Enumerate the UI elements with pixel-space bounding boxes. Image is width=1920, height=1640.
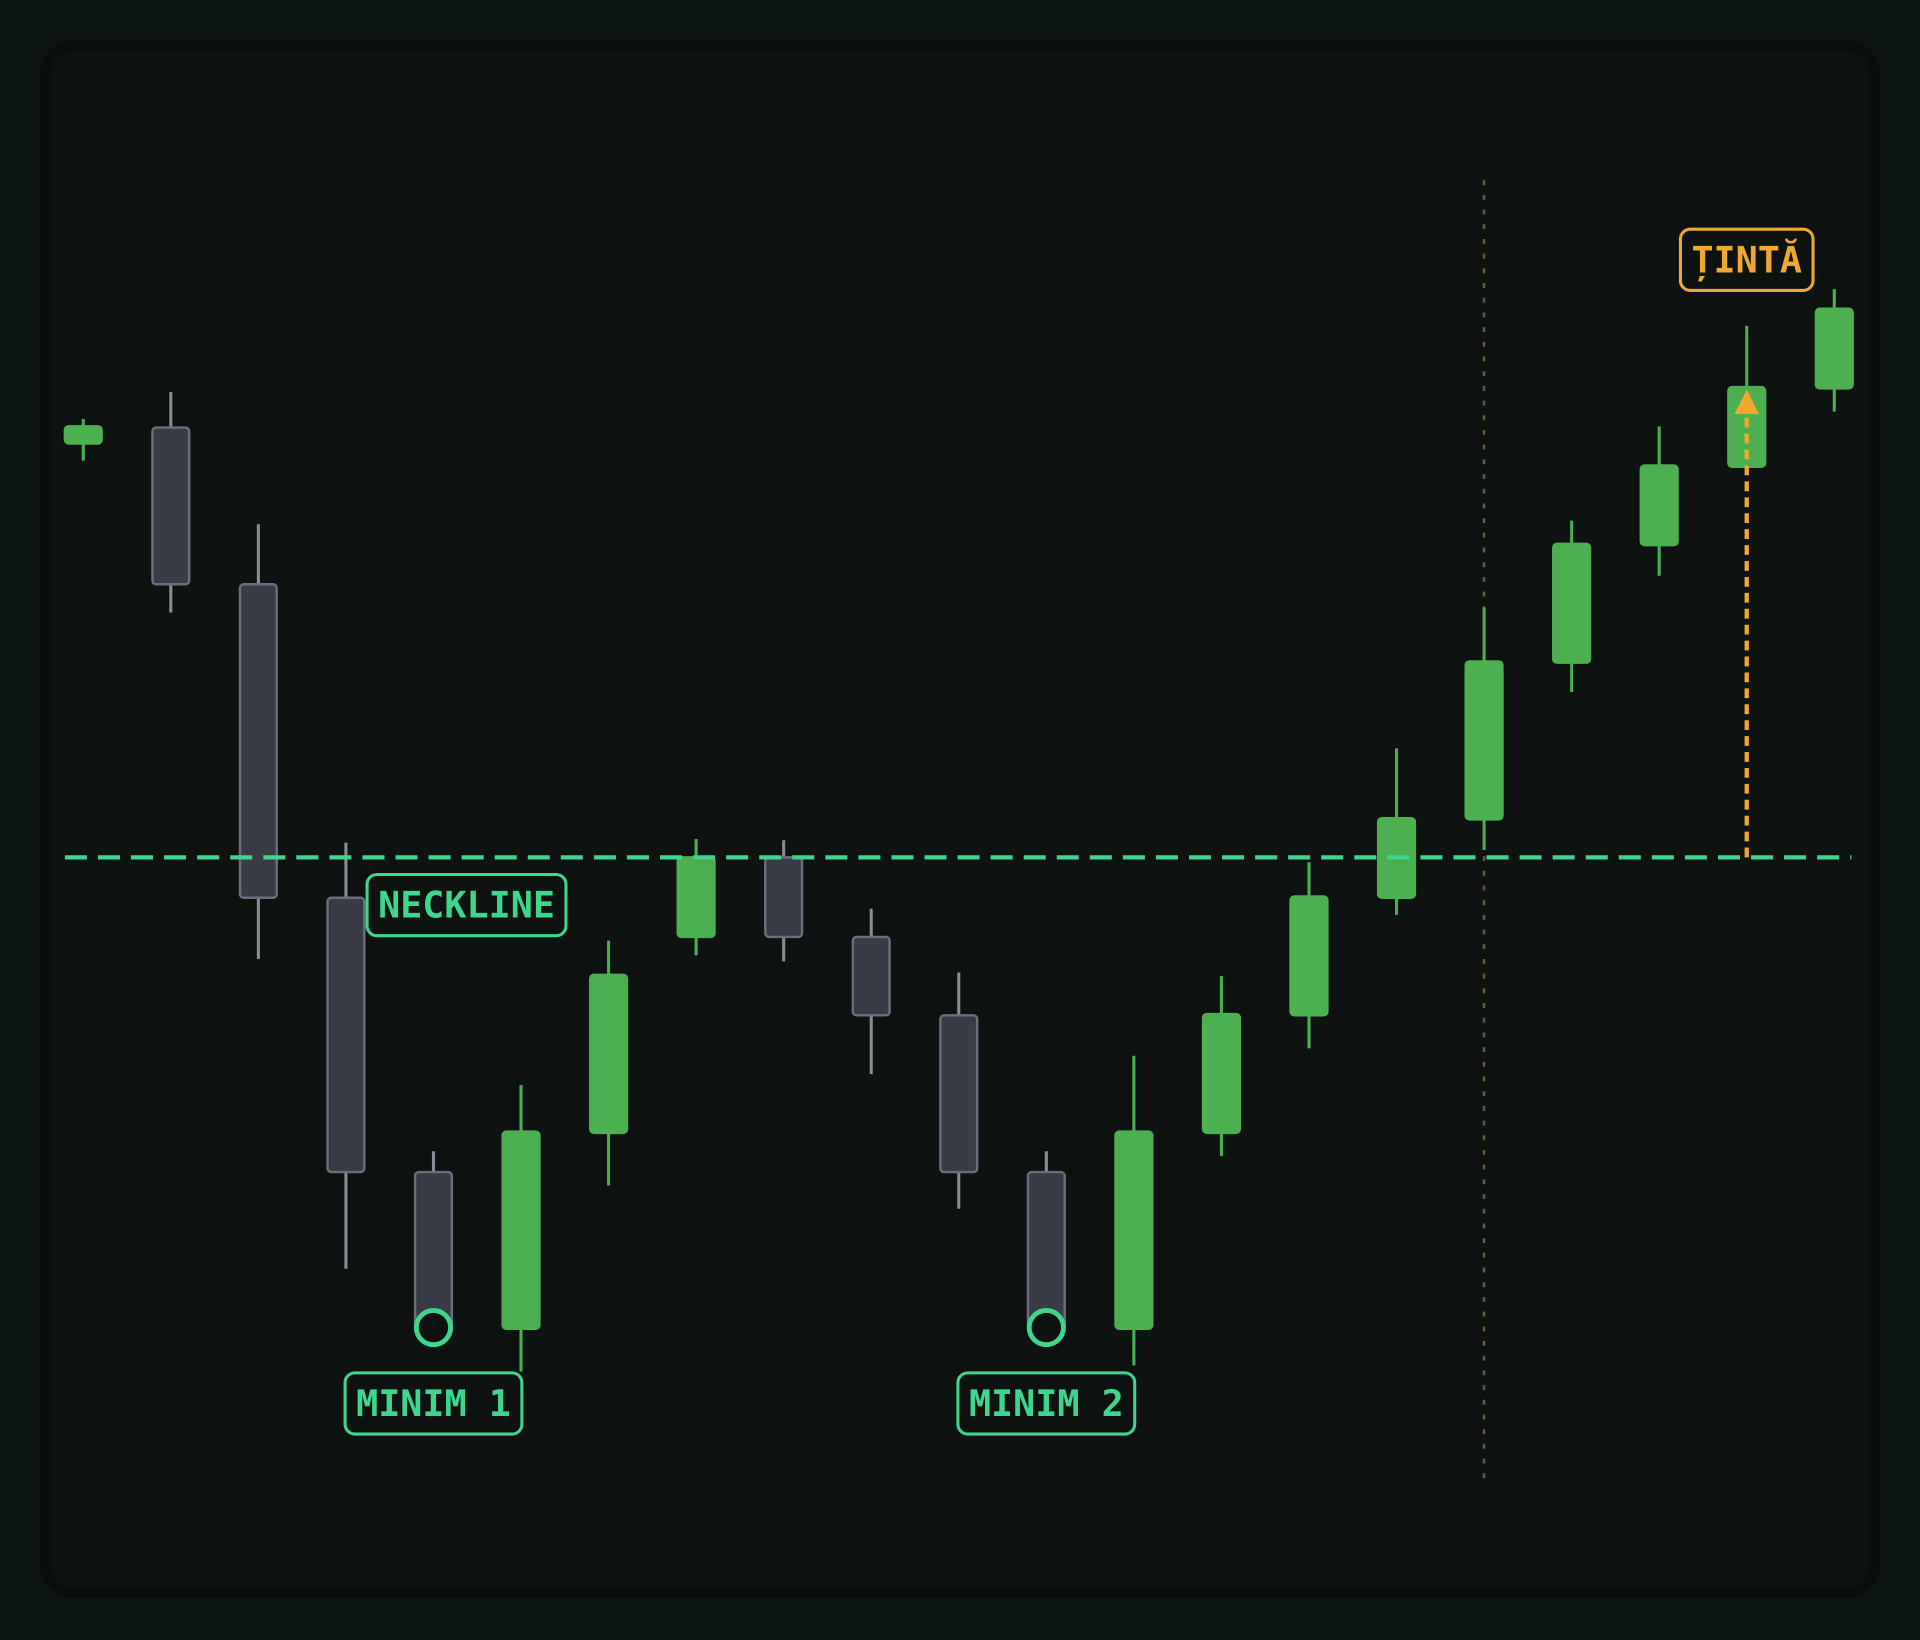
candle-body <box>1814 307 1854 390</box>
chart-panel <box>40 40 1880 1599</box>
annotation-label: NECKLINE <box>378 884 555 927</box>
candle-body <box>1289 895 1329 1017</box>
candle-body <box>63 425 103 445</box>
candle-body <box>1639 464 1679 547</box>
candle-body <box>1464 660 1504 821</box>
label-box <box>365 872 568 938</box>
label-box <box>956 1371 1137 1436</box>
annotation-label: MINIM 1 <box>356 1382 511 1425</box>
candle-body <box>326 896 366 1174</box>
candle-body <box>588 973 629 1135</box>
candle-body <box>764 856 804 939</box>
candle-body <box>1552 542 1592 664</box>
candle-body <box>413 1170 454 1329</box>
candle-body <box>238 583 278 899</box>
candle-body <box>939 1014 979 1174</box>
target-arrowhead <box>1734 389 1759 415</box>
candle-body <box>1026 1170 1066 1329</box>
candle-body <box>501 1130 541 1330</box>
candle-body <box>1201 1012 1242 1135</box>
label-box <box>343 1371 524 1436</box>
candle-body <box>151 426 191 586</box>
annotation-label: MINIM 2 <box>969 1382 1124 1425</box>
candle-body <box>851 935 891 1017</box>
label-box <box>1678 227 1815 292</box>
minimum-marker <box>1026 1307 1066 1348</box>
candle-body <box>676 856 716 939</box>
annotation-label: ȚINTĂ <box>1691 237 1802 281</box>
candle-body <box>1114 1130 1154 1330</box>
minimum-marker <box>413 1307 454 1348</box>
